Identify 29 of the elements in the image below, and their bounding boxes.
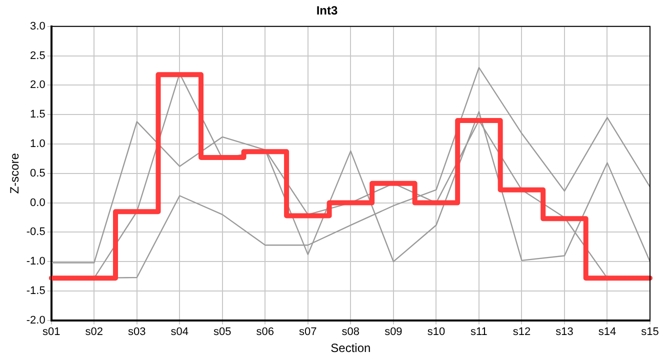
y-axis-title: Z-score <box>8 152 22 194</box>
y-tick-label: 0.5 <box>30 167 46 180</box>
x-tick-label: s12 <box>512 326 531 338</box>
x-tick-label: s08 <box>342 326 360 338</box>
y-tick-label: -1.5 <box>26 285 46 298</box>
y-tick-label: -2.0 <box>26 314 46 326</box>
x-axis-title: Section <box>330 341 371 356</box>
y-tick-label: 1.0 <box>30 138 46 150</box>
x-tick-label: s09 <box>384 326 402 338</box>
x-tick-label: s07 <box>299 326 317 338</box>
x-tick-label: s05 <box>214 326 232 338</box>
x-tick-label: s02 <box>85 326 103 338</box>
x-tick-label: s10 <box>427 326 446 338</box>
y-tick-label: 0.0 <box>30 196 46 209</box>
x-tick-label: s15 <box>641 326 659 338</box>
x-tick-label: s01 <box>42 326 60 338</box>
x-tick-label: s04 <box>170 326 189 338</box>
y-tick-label: -1.0 <box>26 256 46 268</box>
y-tick-label: 3.0 <box>30 20 46 32</box>
y-tick-label: 1.5 <box>30 108 46 121</box>
x-tick-label: s13 <box>556 326 574 338</box>
x-tick-label: s14 <box>598 326 616 338</box>
y-tick-label: -0.5 <box>26 226 46 238</box>
y-tick-label: 2.0 <box>30 79 46 92</box>
x-tick-label: s03 <box>128 326 146 338</box>
x-tick-label: s06 <box>256 326 274 338</box>
chart-title: Int3 <box>316 4 338 18</box>
x-tick-label: s11 <box>470 326 488 338</box>
y-tick-label: 2.5 <box>30 50 46 62</box>
